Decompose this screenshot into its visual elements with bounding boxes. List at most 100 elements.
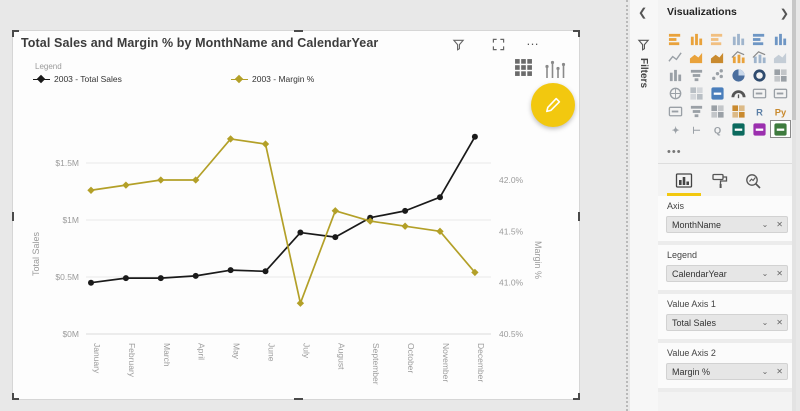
viz-type-100-stacked-column-chart-icon[interactable] bbox=[770, 30, 791, 48]
expand-filters-icon[interactable]: ❮ bbox=[638, 7, 648, 19]
viz-type-power-apps-visual-icon[interactable] bbox=[770, 120, 791, 138]
svg-text:$0.5M: $0.5M bbox=[55, 272, 79, 282]
legend-marker-total-sales bbox=[33, 74, 50, 84]
field-name: Margin % bbox=[672, 366, 711, 377]
viz-type-r-script-visual-icon[interactable]: R bbox=[749, 102, 770, 120]
visualizations-pane: Visualizations ❯ R Py ✦ ⊢ Q ••• Axis MonthNam… bbox=[658, 0, 796, 411]
field-name: MonthName bbox=[672, 219, 722, 230]
svg-text:March: March bbox=[162, 343, 172, 367]
viz-type-card-icon[interactable] bbox=[749, 84, 770, 102]
visualizations-title: Visualizations bbox=[667, 6, 737, 18]
visual-title: Total Sales and Margin % by MonthName an… bbox=[21, 36, 379, 50]
viz-type-metrics-icon[interactable] bbox=[728, 120, 749, 138]
viz-type-multi-row-card-icon[interactable] bbox=[770, 84, 791, 102]
filters-pane-collapsed[interactable]: ❮ Filters bbox=[630, 0, 659, 411]
viz-type-table-icon[interactable] bbox=[707, 102, 728, 120]
legend-label: 2003 - Margin % bbox=[252, 74, 315, 84]
edit-button[interactable] bbox=[531, 83, 575, 127]
viz-type-stacked-bar-chart-icon[interactable] bbox=[665, 30, 686, 48]
viz-type-clustered-column-chart-icon[interactable] bbox=[728, 30, 749, 48]
field-pill-total-sales[interactable]: Total Sales ⌄ ✕ bbox=[666, 314, 788, 331]
well-label: Value Axis 1 bbox=[667, 299, 716, 309]
selection-handle-bottom-left[interactable] bbox=[12, 393, 19, 400]
svg-text:June: June bbox=[267, 343, 277, 362]
selection-handle-left[interactable] bbox=[12, 212, 14, 221]
dual-axis-line-chart: $1.5M $1M $0.5M $0M 42.0% 41.5% 41.0% 40.5% Janu… bbox=[55, 133, 524, 385]
field-remove-icon[interactable]: ✕ bbox=[776, 318, 783, 327]
svg-text:⊢: ⊢ bbox=[692, 125, 700, 135]
svg-text:February: February bbox=[127, 343, 137, 378]
field-pill-monthname[interactable]: MonthName ⌄ ✕ bbox=[666, 216, 788, 233]
viz-type-area-chart-icon[interactable] bbox=[686, 48, 707, 66]
field-dropdown-icon[interactable]: ⌄ bbox=[761, 269, 769, 278]
report-canvas[interactable]: Total Sales and Margin % by MonthName an… bbox=[0, 0, 628, 411]
viz-type-donut-chart-icon[interactable] bbox=[749, 66, 770, 84]
filter-icon[interactable] bbox=[452, 38, 465, 51]
viz-type-kpi-icon[interactable] bbox=[665, 102, 686, 120]
well-value-axis-1: Value Axis 1 Total Sales ⌄ ✕ bbox=[658, 294, 796, 343]
svg-text:40.5%: 40.5% bbox=[499, 329, 524, 339]
visual-type-gallery: R Py ✦ ⊢ Q bbox=[665, 30, 793, 138]
line-chart-visual[interactable]: Total Sales and Margin % by MonthName an… bbox=[12, 30, 580, 400]
field-dropdown-icon[interactable]: ⌄ bbox=[761, 220, 769, 229]
viz-type-decomposition-tree-icon[interactable]: ⊢ bbox=[686, 120, 707, 138]
field-dropdown-icon[interactable]: ⌄ bbox=[761, 367, 769, 376]
selection-handle-bottom[interactable] bbox=[294, 398, 303, 400]
tab-fields[interactable] bbox=[671, 170, 697, 192]
selection-handle-bottom-right[interactable] bbox=[573, 393, 580, 400]
selection-handle-top-right[interactable] bbox=[573, 30, 580, 37]
viz-type-gauge-icon[interactable] bbox=[728, 84, 749, 102]
viz-type-treemap-icon[interactable] bbox=[770, 66, 791, 84]
viz-type-line-and-stacked-column-chart-icon[interactable] bbox=[728, 48, 749, 66]
legend-item-total-sales[interactable]: 2003 - Total Sales bbox=[33, 74, 122, 84]
viz-type-stacked-column-chart-icon[interactable] bbox=[686, 30, 707, 48]
svg-text:April: April bbox=[197, 343, 207, 360]
viz-type-line-and-clustered-column-chart-icon[interactable] bbox=[749, 48, 770, 66]
svg-text:Q: Q bbox=[714, 125, 721, 135]
viz-type-shape-map-icon[interactable] bbox=[707, 84, 728, 102]
table-view-icon[interactable] bbox=[514, 58, 533, 77]
field-dropdown-icon[interactable]: ⌄ bbox=[761, 318, 769, 327]
viz-type-ribbon-chart-icon[interactable] bbox=[770, 48, 791, 66]
filters-funnel-icon bbox=[637, 38, 650, 51]
viz-type-python-visual-icon[interactable]: Py bbox=[770, 102, 791, 120]
viz-type-line-chart-icon[interactable] bbox=[665, 48, 686, 66]
gallery-more-icon[interactable]: ••• bbox=[667, 146, 682, 158]
viz-type-funnel-chart-icon[interactable] bbox=[686, 66, 707, 84]
focus-mode-icon[interactable] bbox=[492, 38, 505, 51]
field-pill-calendaryear[interactable]: CalendarYear ⌄ ✕ bbox=[666, 265, 788, 282]
viz-type-stacked-area-chart-icon[interactable] bbox=[707, 48, 728, 66]
field-remove-icon[interactable]: ✕ bbox=[776, 220, 783, 229]
tab-analytics[interactable] bbox=[740, 170, 766, 192]
svg-text:November: November bbox=[441, 343, 451, 382]
viz-type-key-influencers-icon[interactable]: ✦ bbox=[665, 120, 686, 138]
viz-type-waterfall-chart-icon[interactable] bbox=[665, 66, 686, 84]
viz-type-clustered-bar-chart-icon[interactable] bbox=[707, 30, 728, 48]
viz-type-scatter-chart-icon[interactable] bbox=[707, 66, 728, 84]
field-remove-icon[interactable]: ✕ bbox=[776, 269, 783, 278]
pane-resize-divider[interactable] bbox=[626, 0, 628, 411]
legend-item-margin[interactable]: 2003 - Margin % bbox=[231, 74, 314, 84]
collapse-visualizations-icon[interactable]: ❯ bbox=[779, 8, 789, 20]
viz-type-qa-visual-icon[interactable]: Q bbox=[707, 120, 728, 138]
field-remove-icon[interactable]: ✕ bbox=[776, 367, 783, 376]
viz-type-filled-map-icon[interactable] bbox=[686, 84, 707, 102]
viz-type-map-icon[interactable] bbox=[665, 84, 686, 102]
field-pill-margin-%[interactable]: Margin % ⌄ ✕ bbox=[666, 363, 788, 380]
selection-handle-right[interactable] bbox=[578, 212, 580, 221]
viz-type-slicer-icon[interactable] bbox=[686, 102, 707, 120]
viz-type-matrix-icon[interactable] bbox=[728, 102, 749, 120]
more-options-icon[interactable]: … bbox=[526, 33, 540, 48]
tab-format[interactable] bbox=[707, 170, 733, 192]
svg-text:41.5%: 41.5% bbox=[499, 226, 524, 236]
selection-handle-top-left[interactable] bbox=[12, 30, 19, 37]
panel-scrollbar[interactable] bbox=[792, 0, 796, 411]
well-label: Legend bbox=[667, 250, 698, 260]
viz-type-100-stacked-bar-chart-icon[interactable] bbox=[749, 30, 770, 48]
well-axis: Axis MonthName ⌄ ✕ bbox=[658, 196, 796, 245]
chart-stats-icon[interactable] bbox=[543, 58, 567, 82]
pane-tabs bbox=[658, 163, 796, 197]
viz-type-pie-chart-icon[interactable] bbox=[728, 66, 749, 84]
selection-handle-top[interactable] bbox=[294, 30, 303, 32]
viz-type-paginated-report-icon[interactable] bbox=[749, 120, 770, 138]
